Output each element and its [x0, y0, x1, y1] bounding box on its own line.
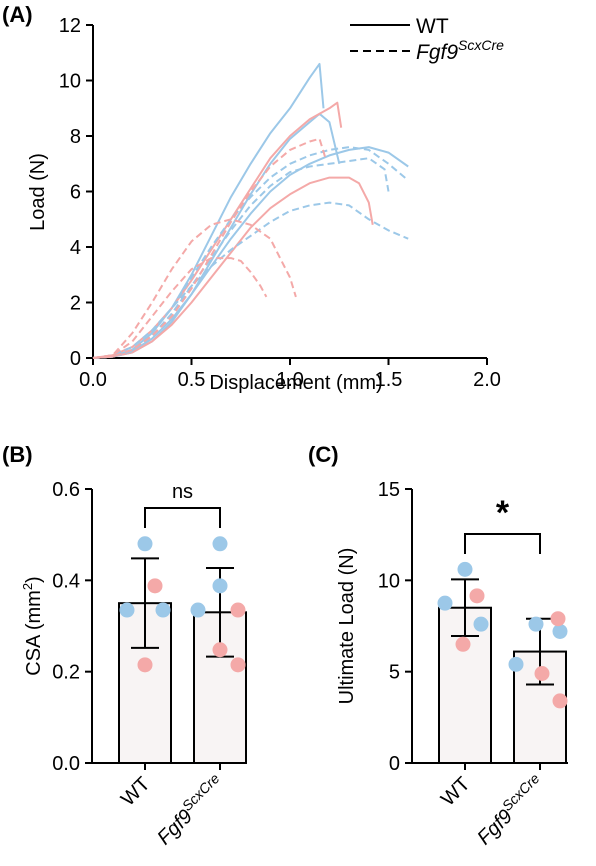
- data-point-pink: [212, 642, 228, 658]
- panel-a-x-tick-label: 1.5: [375, 369, 403, 391]
- legend-wt-label: WT: [416, 15, 449, 38]
- load-curve-fgf9-pink: [92, 137, 327, 359]
- data-point-blue: [457, 561, 473, 577]
- load-curve-wt-pink: [92, 176, 374, 359]
- data-point-pink: [552, 693, 568, 709]
- data-point-pink: [534, 665, 550, 681]
- panel-c-category-label: WT: [437, 773, 475, 811]
- data-point-pink: [230, 657, 246, 673]
- data-point-blue: [528, 616, 544, 632]
- panel-a-x-tick-label: 0.5: [178, 369, 206, 391]
- data-point-pink: [230, 602, 246, 618]
- panel-a-x-tick-label: 1.0: [276, 369, 304, 391]
- load-curve-wt-blue: [92, 62, 325, 359]
- panel-a-y-tick-label: 10: [59, 71, 81, 93]
- panel-a-plot: 0 2 4 6 8 10 12 0.0 0.5 1.0 1.5 2.0: [59, 15, 501, 391]
- panel-b-y-tick-label: 0.0: [52, 753, 80, 775]
- load-curve-fgf9-blue: [92, 146, 409, 359]
- category-label-sup: ScxCre: [499, 770, 543, 814]
- panel-c-y-tick-label: 10: [378, 570, 400, 592]
- data-point-pink: [455, 636, 471, 652]
- panel-a-x-tick-label: 0.0: [79, 369, 107, 391]
- load-curve-fgf9-pink: [92, 218, 297, 359]
- significance-bracket: [144, 507, 221, 528]
- load-curve-fgf9-pink: [92, 257, 268, 359]
- panel-c-y-axis-label: Ultimate Load (N): [336, 548, 358, 705]
- panel-a-x-axis-label: Displacement (mm): [209, 372, 382, 394]
- panel-b-category-label: Fgf9ScxCre: [150, 770, 229, 849]
- data-point-blue: [137, 536, 153, 552]
- significance-label: ns: [172, 481, 193, 503]
- category-label-sup: ScxCre: [179, 770, 223, 814]
- load-curve-fgf9-blue: [92, 201, 409, 359]
- data-point-blue: [155, 602, 171, 618]
- data-point-blue: [508, 656, 524, 672]
- panel-a-x-tick-label: 2.0: [473, 369, 501, 391]
- panel-c-label: (C): [308, 442, 339, 467]
- panel-b-category-label: WT: [117, 773, 155, 811]
- panel-a-y-tick-label: 0: [70, 348, 81, 370]
- panel-a-y-tick-label: 8: [70, 126, 81, 148]
- panel-a-legend: WT Fgf9ScxCre: [350, 15, 504, 64]
- panel-a-label: (A): [2, 2, 33, 27]
- data-point-blue: [552, 623, 568, 639]
- data-point-pink: [137, 657, 153, 673]
- data-point-blue: [437, 595, 453, 611]
- panel-c-y-tick-label: 5: [389, 662, 400, 684]
- significance-bracket: [464, 533, 541, 554]
- load-curve-fgf9-blue: [92, 157, 390, 359]
- load-curve-wt-blue: [92, 146, 409, 359]
- panel-b-label: (B): [2, 442, 33, 467]
- data-point-pink: [550, 611, 566, 627]
- data-point-pink: [469, 588, 485, 604]
- panel-a-y-axis-label: Load (N): [27, 153, 49, 231]
- panel-b-y-tick-label: 0.4: [52, 570, 80, 592]
- significance-label: *: [496, 494, 510, 532]
- panel-b-y-axis-label: CSA (mm2): [20, 576, 45, 675]
- data-point-blue: [119, 602, 135, 618]
- panel-a-y-tick-label: 6: [70, 182, 81, 204]
- load-curve-wt-blue: [92, 112, 341, 359]
- data-point-blue: [190, 602, 206, 618]
- panel-a-y-tick-label: 2: [70, 293, 81, 315]
- data-point-blue: [212, 578, 228, 594]
- data-point-blue: [473, 616, 489, 632]
- panel-c-y-tick-label: 0: [389, 753, 400, 775]
- load-curve-wt-pink: [92, 101, 343, 359]
- data-point-pink: [147, 578, 163, 594]
- data-point-blue: [212, 536, 228, 552]
- legend-mutant-label: Fgf9ScxCre: [416, 37, 504, 64]
- panel-c-category-label: Fgf9ScxCre: [470, 770, 549, 849]
- panel-b-y-tick-label: 0.6: [52, 479, 80, 501]
- panel-a-y-tick-label: 12: [59, 15, 81, 37]
- panel-a-y-tick-label: 4: [70, 237, 81, 259]
- panel-b-y-tick-label: 0.2: [52, 662, 80, 684]
- panel-c-y-tick-label: 15: [378, 479, 400, 501]
